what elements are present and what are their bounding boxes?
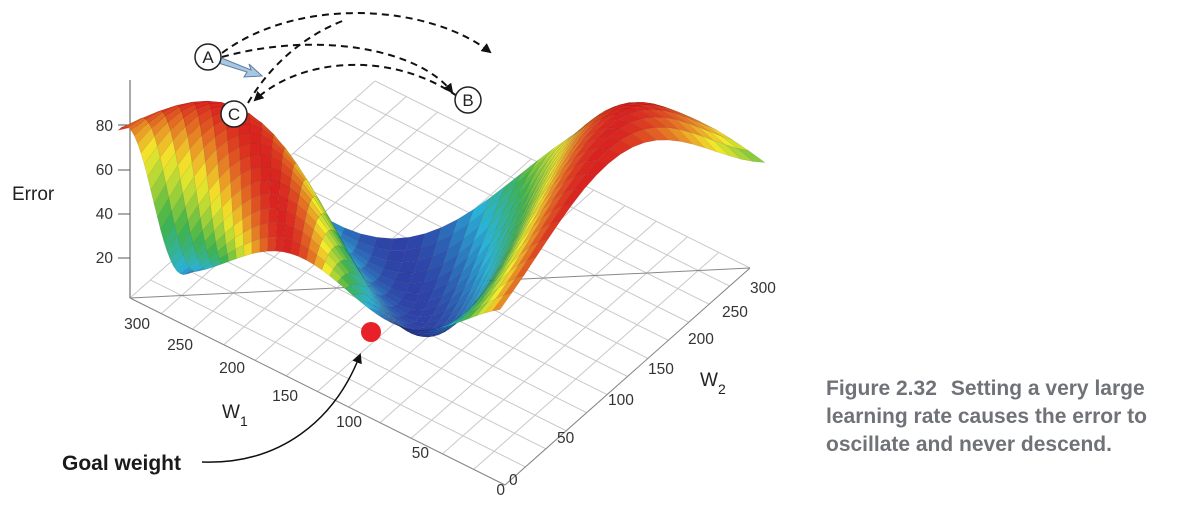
z-axis: 20 40 60 80 Error	[12, 118, 130, 267]
marker-a-label: A	[202, 48, 214, 67]
w2-tick-100: 100	[608, 392, 634, 409]
w2-tick-300: 300	[750, 280, 776, 297]
figure-caption: Figure 2.32 Setting a very large learning…	[826, 375, 1171, 459]
goal-pointer-arrow	[201, 353, 362, 463]
surface-patch	[260, 193, 270, 211]
surface-patch	[267, 236, 277, 252]
z-tick-20: 20	[96, 250, 114, 267]
surface-patch	[249, 132, 262, 145]
w1-tick-300: 300	[124, 316, 150, 333]
surface-patch	[259, 207, 270, 226]
w2-tick-250: 250	[722, 304, 748, 321]
marker-a: A	[194, 43, 222, 71]
surface-patch	[269, 179, 281, 196]
arrow-a-to-b	[221, 43, 454, 94]
caption-text: Setting a very large learning rate cause…	[826, 377, 1147, 456]
goal-weight-label: Goal weight	[62, 452, 181, 475]
arrow-b-to-c	[253, 63, 458, 102]
z-tick-80: 80	[96, 118, 114, 135]
surface-patch	[260, 179, 271, 196]
figure-number: Figure 2.32	[826, 377, 937, 400]
surface-patch	[276, 208, 288, 225]
z-tick-40: 40	[96, 206, 114, 223]
surface-patch	[259, 222, 269, 240]
w2-axis: 0 50 100 150 200 250 300 W2	[509, 280, 776, 489]
w1-tick-150: 150	[272, 388, 298, 405]
marker-b: B	[454, 86, 482, 114]
surface-patch	[275, 236, 285, 253]
goal-weight-dot	[361, 322, 381, 342]
marker-b-label: B	[462, 91, 473, 110]
surface-patch	[259, 237, 269, 253]
arrow-c-up	[247, 19, 346, 104]
w1-axis: 300 250 200 150 100 50 0 W1	[124, 316, 505, 499]
surface-patch	[250, 143, 262, 156]
surface-patch	[267, 222, 278, 238]
surface-patch	[275, 222, 286, 239]
gradient-step-arrow	[214, 56, 264, 78]
w1-axis-title: W1	[222, 402, 248, 429]
w2-axis-title: W2	[700, 370, 726, 397]
z-axis-title: Error	[12, 184, 55, 205]
oscillation-arrows	[221, 12, 492, 104]
w2-tick-150: 150	[648, 361, 674, 378]
surface-patch	[260, 154, 272, 168]
w1-tick-200: 200	[219, 360, 245, 377]
marker-c: C	[220, 100, 248, 128]
surface-patch	[491, 292, 513, 312]
surface-patch	[260, 166, 272, 181]
surface-patch	[251, 238, 261, 255]
w1-tick-50: 50	[412, 445, 430, 462]
w1-tick-0: 0	[496, 482, 505, 499]
w1-tick-250: 250	[167, 337, 193, 354]
w2-tick-50: 50	[557, 430, 575, 447]
surface-patch	[268, 208, 279, 224]
w2-tick-0: 0	[509, 472, 518, 489]
marker-c-label: C	[228, 105, 240, 124]
error-surface	[117, 100, 766, 338]
w1-tick-100: 100	[336, 414, 362, 431]
surface-patch	[268, 193, 280, 209]
w2-tick-200: 200	[688, 331, 714, 348]
z-tick-60: 60	[96, 162, 114, 179]
arrow-a-to-peak	[221, 12, 492, 54]
